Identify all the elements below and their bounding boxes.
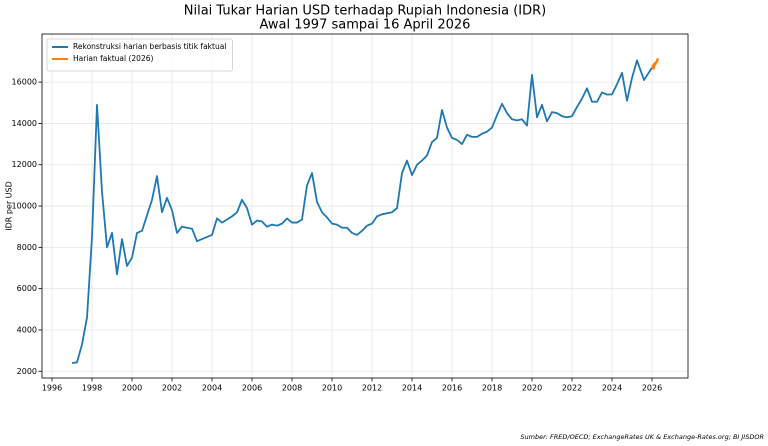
x-tick-label: 2006: [242, 384, 262, 393]
y-tick-label: 4000: [17, 325, 37, 334]
x-tick-label: 2000: [122, 384, 142, 393]
grid: [42, 34, 688, 378]
x-tick-label: 2024: [602, 384, 622, 393]
y-tick-label: 14000: [12, 119, 37, 128]
legend-label: Harian faktual (2026): [73, 54, 153, 63]
x-tick-label: 2012: [362, 384, 382, 393]
plot-frame: [41, 33, 689, 379]
x-tick-label: 2018: [482, 384, 502, 393]
legend: Rekonstruksi harian berbasis titik faktu…: [46, 38, 233, 72]
chart-subtitle: Awal 1997 sampai 16 April 2026: [260, 18, 471, 33]
x-tick-label: 2004: [202, 384, 222, 393]
x-tick-label: 2010: [322, 384, 342, 393]
x-tick-label: 1998: [82, 384, 102, 393]
y-tick-label: 12000: [12, 160, 37, 169]
x-tick-label: 1996: [42, 384, 62, 393]
x-tick-label: 2014: [402, 384, 422, 393]
x-tick-label: 2016: [442, 384, 462, 393]
y-tick-label: 8000: [17, 243, 37, 252]
chart-title: Nilai Tukar Harian USD terhadap Rupiah I…: [184, 4, 546, 19]
series-line: [651, 58, 659, 70]
y-axis-label: IDR per USD: [5, 181, 14, 231]
source-note: Sumber: FRED/OECD; ExchangeRates UK & Ex…: [520, 433, 764, 441]
y-tick-label: 6000: [17, 284, 37, 293]
y-tick-label: 2000: [17, 367, 37, 376]
x-tick-label: 2008: [282, 384, 302, 393]
y-tick-label: 10000: [12, 202, 37, 211]
x-tick-label: 2020: [522, 384, 542, 393]
series-line: [71, 59, 653, 364]
x-tick-label: 2002: [162, 384, 182, 393]
x-tick-label: 2022: [562, 384, 582, 393]
legend-box: [46, 38, 233, 72]
x-tick-label: 2026: [642, 384, 662, 393]
legend-label: Rekonstruksi harian berbasis titik faktu…: [73, 42, 226, 51]
y-tick-label: 16000: [12, 78, 37, 87]
